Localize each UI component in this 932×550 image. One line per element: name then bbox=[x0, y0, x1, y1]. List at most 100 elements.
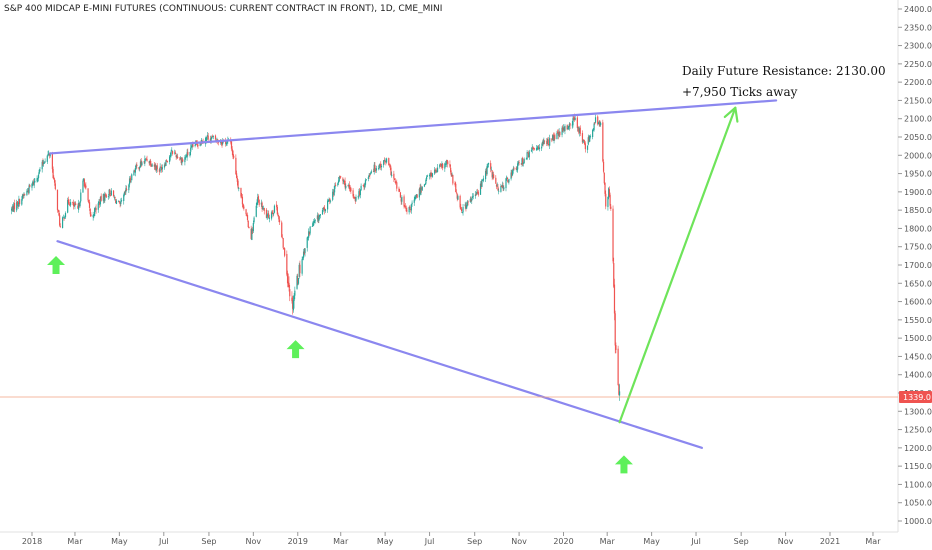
candle-body bbox=[617, 348, 619, 386]
candle-body bbox=[13, 203, 16, 210]
candle-body bbox=[394, 181, 396, 183]
candle-body bbox=[83, 179, 86, 187]
y-tick-label: 1800.0 bbox=[904, 224, 932, 233]
candle-body bbox=[150, 160, 152, 166]
candle-body bbox=[84, 185, 86, 187]
candle-body bbox=[77, 205, 79, 209]
candle-body bbox=[42, 161, 44, 165]
candle-body bbox=[140, 160, 142, 166]
candle-body bbox=[335, 184, 337, 186]
candle-body bbox=[128, 184, 130, 191]
candle-body bbox=[456, 194, 458, 199]
candle-body bbox=[522, 163, 525, 164]
candle-body bbox=[38, 169, 40, 174]
candle-body bbox=[369, 173, 372, 175]
candle-body bbox=[603, 172, 605, 184]
candle-body bbox=[538, 147, 541, 150]
candle-body bbox=[455, 192, 458, 194]
candle-body bbox=[83, 178, 85, 181]
candle-body bbox=[573, 117, 576, 121]
candle-body bbox=[16, 201, 19, 206]
candle-body bbox=[128, 178, 131, 185]
candle-body bbox=[479, 183, 482, 195]
candle-body bbox=[245, 209, 247, 215]
candle-body bbox=[487, 165, 489, 167]
candle-body bbox=[472, 195, 474, 197]
candle-body bbox=[159, 166, 161, 172]
candle-body bbox=[475, 194, 477, 195]
last-price-label: 1339.0 bbox=[903, 393, 931, 402]
candle-body bbox=[286, 253, 288, 275]
candle-body bbox=[403, 196, 405, 207]
candle-body bbox=[220, 142, 222, 144]
candle-body bbox=[414, 196, 416, 200]
x-axis[interactable]: 2018 Mar May Jul Sep Nov 2019 Mar May Jul Sep Nov 20… bbox=[0, 531, 898, 546]
lower-support-line[interactable] bbox=[56, 240, 703, 449]
candle-body bbox=[419, 187, 421, 194]
candle-body bbox=[265, 209, 268, 218]
candle-body bbox=[160, 166, 162, 168]
candle-body bbox=[413, 199, 415, 203]
candle-body bbox=[367, 177, 369, 179]
candle-body bbox=[352, 190, 354, 197]
candle-body bbox=[389, 165, 391, 168]
candle-body bbox=[114, 196, 116, 199]
annotations-layer: Daily Future Resistance: 2130.00 +7,950 T… bbox=[682, 64, 886, 99]
candle-body bbox=[498, 190, 500, 192]
candle-body bbox=[225, 140, 227, 145]
candle-body bbox=[572, 118, 574, 126]
candle-body bbox=[543, 140, 546, 142]
candle-body bbox=[574, 117, 576, 121]
candle-body bbox=[406, 210, 408, 212]
candle-body bbox=[248, 226, 250, 229]
candle-body bbox=[495, 177, 497, 184]
projection-line[interactable] bbox=[618, 106, 737, 424]
up-arrow-icon bbox=[614, 455, 633, 474]
candle-body bbox=[401, 196, 403, 202]
candle-body bbox=[311, 226, 313, 227]
candle-body bbox=[594, 122, 596, 124]
candle-body bbox=[576, 117, 578, 128]
x-tick-label: Nov bbox=[511, 537, 527, 546]
candle-body bbox=[584, 141, 586, 145]
candle-body bbox=[47, 154, 49, 156]
candle-body bbox=[348, 185, 350, 187]
candle-body bbox=[384, 160, 386, 162]
candle-body bbox=[123, 191, 126, 196]
y-tick-label: 1250.0 bbox=[904, 426, 932, 435]
candle-body bbox=[508, 179, 510, 183]
candle-body bbox=[276, 204, 278, 208]
candle-body bbox=[19, 199, 21, 205]
candle-body bbox=[52, 168, 54, 178]
candle-body bbox=[293, 295, 295, 301]
candle-body bbox=[532, 148, 534, 150]
candle-body bbox=[126, 189, 128, 190]
candle-body bbox=[297, 277, 299, 283]
candle-body bbox=[120, 200, 123, 202]
candle-body bbox=[588, 136, 590, 142]
candle-body bbox=[131, 174, 133, 181]
candle-body bbox=[123, 194, 125, 201]
candle-body bbox=[263, 207, 265, 211]
candle-body bbox=[537, 147, 539, 150]
candle-body bbox=[512, 168, 514, 171]
candle-body bbox=[613, 263, 615, 287]
candle-body bbox=[577, 127, 579, 129]
candle-body bbox=[618, 391, 621, 396]
candle-body bbox=[608, 189, 610, 196]
candle-body bbox=[410, 208, 412, 210]
candle-body bbox=[374, 165, 376, 170]
y-tick-label: 1500.0 bbox=[904, 334, 932, 343]
candle-body bbox=[235, 173, 238, 178]
candle-body bbox=[41, 161, 43, 170]
candle-body bbox=[516, 169, 518, 171]
candle-body bbox=[495, 184, 498, 187]
candle-body bbox=[618, 385, 620, 395]
candle-body bbox=[273, 212, 275, 215]
candle-body bbox=[43, 162, 45, 164]
upper-resistance-line[interactable] bbox=[49, 99, 778, 155]
candle-body bbox=[21, 199, 23, 205]
y-tick-label: 1950.0 bbox=[904, 170, 932, 179]
